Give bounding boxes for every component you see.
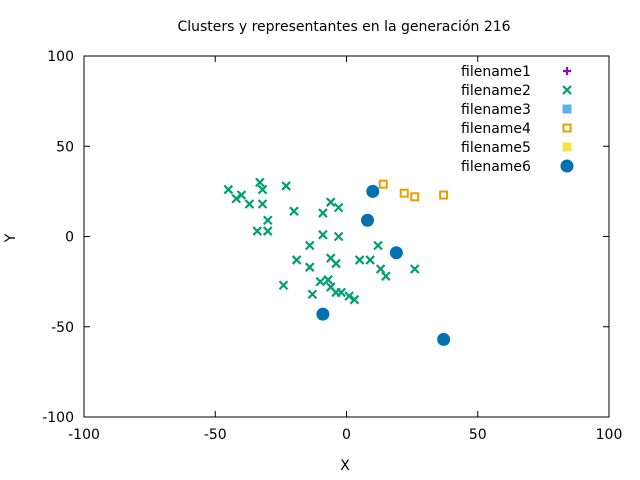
filename4-point (410, 192, 420, 202)
filename2-point (318, 229, 328, 240)
filename2-point (331, 258, 341, 269)
legend-label: filename1 (461, 64, 531, 80)
legend-label: filename4 (461, 121, 531, 137)
filename2-point (365, 255, 375, 265)
legend-label: filename5 (461, 140, 531, 156)
filename2-point (244, 199, 255, 209)
x-tick-label: 50 (469, 427, 487, 443)
data-points (223, 177, 451, 346)
filename2-point (381, 271, 391, 281)
y-tick-label: 50 (56, 139, 74, 155)
filename2-point (349, 294, 360, 305)
filename2-point (323, 275, 333, 285)
axis-ticks: -100 -50 0 50 100 -100 -50 0 50 100 (42, 49, 622, 443)
filename2-point (336, 287, 347, 298)
filename4-point (378, 179, 388, 189)
y-tick-label: 100 (47, 49, 74, 65)
x-tick-label: -50 (204, 427, 227, 443)
filename4-point (439, 190, 449, 200)
filename2-point (373, 240, 383, 251)
x-tick-label: 100 (596, 427, 623, 443)
filename2-point (236, 190, 247, 200)
legend-marker-filename3 (562, 104, 572, 114)
filename2-point (257, 184, 268, 195)
filename2-point (278, 280, 289, 291)
filename6-point (361, 213, 374, 227)
filename2-point (255, 177, 265, 188)
filename2-point (281, 181, 291, 191)
filename2-point (262, 215, 273, 226)
filename2-point (325, 197, 336, 207)
legend-marker-filename5 (562, 142, 572, 152)
filename6-point (366, 184, 380, 198)
filename2-point (262, 226, 273, 236)
filename2-point (291, 255, 302, 265)
filename2-point (315, 276, 326, 287)
legend-label: filename3 (461, 102, 531, 118)
legend-label: filename6 (461, 159, 531, 175)
legend-marker-filename2 (562, 85, 572, 95)
filename2-point (354, 255, 365, 265)
filename2-point (318, 208, 328, 218)
y-axis-label: Y (3, 233, 19, 243)
y-tick-label: -100 (42, 410, 74, 426)
legend-marker-filename1 (563, 67, 571, 75)
filename2-point (409, 264, 420, 274)
filename2-point (304, 262, 315, 272)
chart-title: Clusters y representantes en la generaci… (177, 19, 510, 35)
filename2-point (344, 291, 354, 301)
filename2-point (304, 240, 315, 251)
filename2-point (375, 264, 386, 274)
x-tick-label: -100 (68, 427, 100, 443)
y-tick-label: -50 (51, 320, 74, 336)
filename6-point (316, 307, 330, 321)
y-tick-label: 0 (65, 230, 74, 246)
x-tick-label: 0 (342, 427, 351, 443)
filename2-point (307, 289, 318, 300)
filename2-point (231, 193, 242, 204)
filename2-point (333, 231, 344, 242)
filename6-point (437, 332, 451, 346)
legend: filename1 filename2 filename3 filename4 file… (461, 64, 574, 175)
filename2-point (257, 199, 268, 209)
filename2-point (289, 206, 299, 217)
legend-label: filename2 (461, 83, 531, 99)
x-axis-label: X (340, 458, 350, 474)
legend-marker-filename4 (562, 123, 572, 133)
filename4-point (399, 188, 409, 198)
filename6-point (389, 246, 403, 260)
legend-marker-filename6 (560, 159, 574, 173)
filename2-point (333, 202, 344, 213)
filename2-point (252, 226, 263, 236)
filename2-point (223, 184, 234, 195)
